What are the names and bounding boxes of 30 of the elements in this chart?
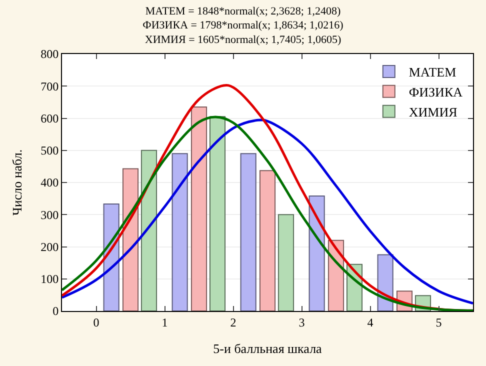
x-tick-label: 5 bbox=[436, 315, 442, 330]
y-tick-label: 600 bbox=[40, 111, 59, 126]
x-tick-label: 0 bbox=[93, 315, 100, 330]
y-axis-title: Число набл. bbox=[10, 149, 25, 216]
y-tick-label: 0 bbox=[52, 304, 59, 318]
legend-label: ФИЗИКА bbox=[408, 84, 464, 100]
legend-label: ХИМИЯ bbox=[408, 104, 458, 120]
y-tick-label: 700 bbox=[40, 79, 59, 94]
bar bbox=[308, 195, 325, 311]
bar bbox=[259, 170, 276, 311]
x-tick-label: 4 bbox=[367, 315, 374, 330]
bar bbox=[278, 214, 294, 311]
bar bbox=[140, 150, 158, 311]
bar bbox=[172, 153, 188, 311]
y-tick-label: 800 bbox=[40, 47, 59, 62]
bar bbox=[122, 168, 139, 311]
y-tick-label: 200 bbox=[40, 240, 59, 254]
x-tick-label: 3 bbox=[298, 315, 305, 330]
bar bbox=[240, 153, 256, 311]
bar bbox=[190, 106, 208, 311]
bar bbox=[209, 116, 226, 311]
x-axis-title: 5-и балльная шкала bbox=[213, 341, 322, 356]
chart-title: МАТЕМ = 1848*normal(x; 2,3628; 1,2408) ФИЗИКА = 1798*normal(x; 1,8634; 1,0216) ХИМИЯ = 1605*normal(x; 1,7405; 1,0605) bbox=[142, 5, 344, 46]
x-tick-label: 1 bbox=[162, 315, 168, 330]
y-tick-label: 300 bbox=[40, 208, 59, 222]
y-tick-label: 500 bbox=[40, 144, 59, 158]
legend-label: МАТЕМ bbox=[408, 64, 457, 80]
y-tick-label: 100 bbox=[40, 272, 59, 286]
x-tick-label: 2 bbox=[230, 315, 236, 330]
y-tick-label: 400 bbox=[40, 176, 59, 190]
